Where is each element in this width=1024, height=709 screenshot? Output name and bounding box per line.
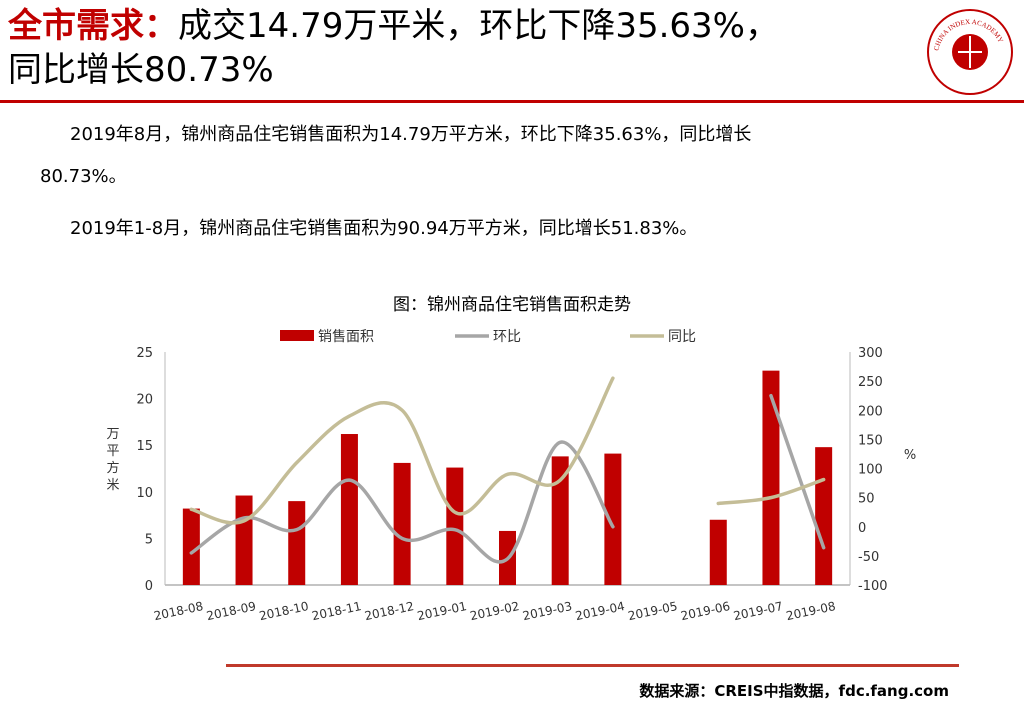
bar-sales-area xyxy=(551,456,569,585)
legend-swatch-sales-area xyxy=(280,330,314,341)
y-tick-label: 20 xyxy=(136,393,153,408)
y-axis-label-char: 方 xyxy=(106,460,119,476)
summary-paragraph-1-cont: 80.73%。 xyxy=(40,166,127,187)
y2-tick-label: 250 xyxy=(858,375,883,390)
x-tick-label: 2018-09 xyxy=(205,599,257,623)
bar-sales-area xyxy=(393,462,411,585)
x-tick-label: 2019-05 xyxy=(627,599,679,623)
line-yoy xyxy=(189,376,615,525)
legend-label-sales-area: 销售面积 xyxy=(318,329,374,345)
footer-divider xyxy=(226,664,959,667)
x-tick-label: 2019-03 xyxy=(521,599,573,623)
data-source: 数据来源：CREIS中指数据，fdc.fang.com xyxy=(639,682,949,700)
sales-area-chart: 0 5 10 15 20 25 -100 -50 0 50 100 150 200 250 300 万平方米%… xyxy=(106,329,916,623)
y2-tick-label: 300 xyxy=(858,346,883,361)
y2-tick-label: 150 xyxy=(858,433,883,448)
y-tick-label: 25 xyxy=(136,346,153,361)
x-tick-label: 2019-06 xyxy=(679,599,731,623)
bar-sales-area xyxy=(709,519,727,585)
legend-label-yoy: 同比 xyxy=(668,329,696,345)
y-axis-label-char: 米 xyxy=(106,478,119,493)
summary-paragraph-1: 2019年8月，锦州商品住宅销售面积为14.79万平方米，环比下降35.63%，… xyxy=(70,124,752,145)
page-title: 全市需求：成交14.79万平米，环比下降35.63%， xyxy=(8,6,779,46)
page-header: 全市需求：成交14.79万平米，环比下降35.63%， 同比增长80.73% C… xyxy=(0,0,1024,104)
page-title-main: 成交14.79万平米，环比下降35.63%， xyxy=(178,6,779,46)
y-tick-label: 0 xyxy=(145,579,153,594)
y-tick-label: 5 xyxy=(145,532,153,547)
y2-tick-label: -100 xyxy=(858,579,888,594)
summary-paragraph-2: 2019年1-8月，锦州商品住宅销售面积为90.94万平方米，同比增长51.83… xyxy=(70,218,698,239)
page-title-highlight: 全市需求： xyxy=(8,6,178,46)
x-tick-label: 2019-04 xyxy=(574,599,626,623)
y2-tick-label: 50 xyxy=(858,492,875,507)
bar-sales-area xyxy=(604,453,622,585)
header-divider xyxy=(0,100,1024,103)
y-axis-label-char: 平 xyxy=(106,444,119,459)
x-tick-label: 2019-07 xyxy=(732,599,784,623)
x-tick-label: 2018-12 xyxy=(363,599,415,623)
y2-tick-label: 100 xyxy=(858,463,883,478)
y2-axis-label: % xyxy=(904,448,916,463)
x-tick-label: 2018-11 xyxy=(311,599,363,623)
bar-sales-area xyxy=(288,501,306,585)
chart-title: 图：锦州商品住宅销售面积走势 xyxy=(393,295,631,315)
x-tick-label: 2019-02 xyxy=(469,599,521,623)
x-tick-label: 2019-08 xyxy=(785,599,837,623)
bar-sales-area xyxy=(235,495,253,585)
page-title-line2: 同比增长80.73% xyxy=(8,50,274,90)
x-tick-label: 2018-08 xyxy=(153,599,205,623)
bar-sales-area xyxy=(762,370,780,585)
bar-sales-area xyxy=(182,508,200,585)
x-tick-label: 2018-10 xyxy=(258,599,310,623)
y2-tick-label: -50 xyxy=(858,550,879,565)
bar-sales-area xyxy=(815,447,833,585)
y-tick-label: 10 xyxy=(136,486,153,501)
bar-sales-area xyxy=(446,467,464,585)
legend-label-mom: 环比 xyxy=(493,329,521,345)
line-mom xyxy=(769,393,826,550)
line-mom xyxy=(189,440,615,564)
bar-sales-area xyxy=(340,434,358,585)
y-axis-label-char: 万 xyxy=(106,427,119,442)
y-tick-label: 15 xyxy=(136,439,153,454)
y2-tick-label: 200 xyxy=(858,404,883,419)
x-tick-label: 2019-01 xyxy=(416,599,468,623)
y2-tick-label: 0 xyxy=(858,521,866,536)
china-index-academy-seal-icon: CHINA INDEX ACADEMY xyxy=(927,9,1013,95)
